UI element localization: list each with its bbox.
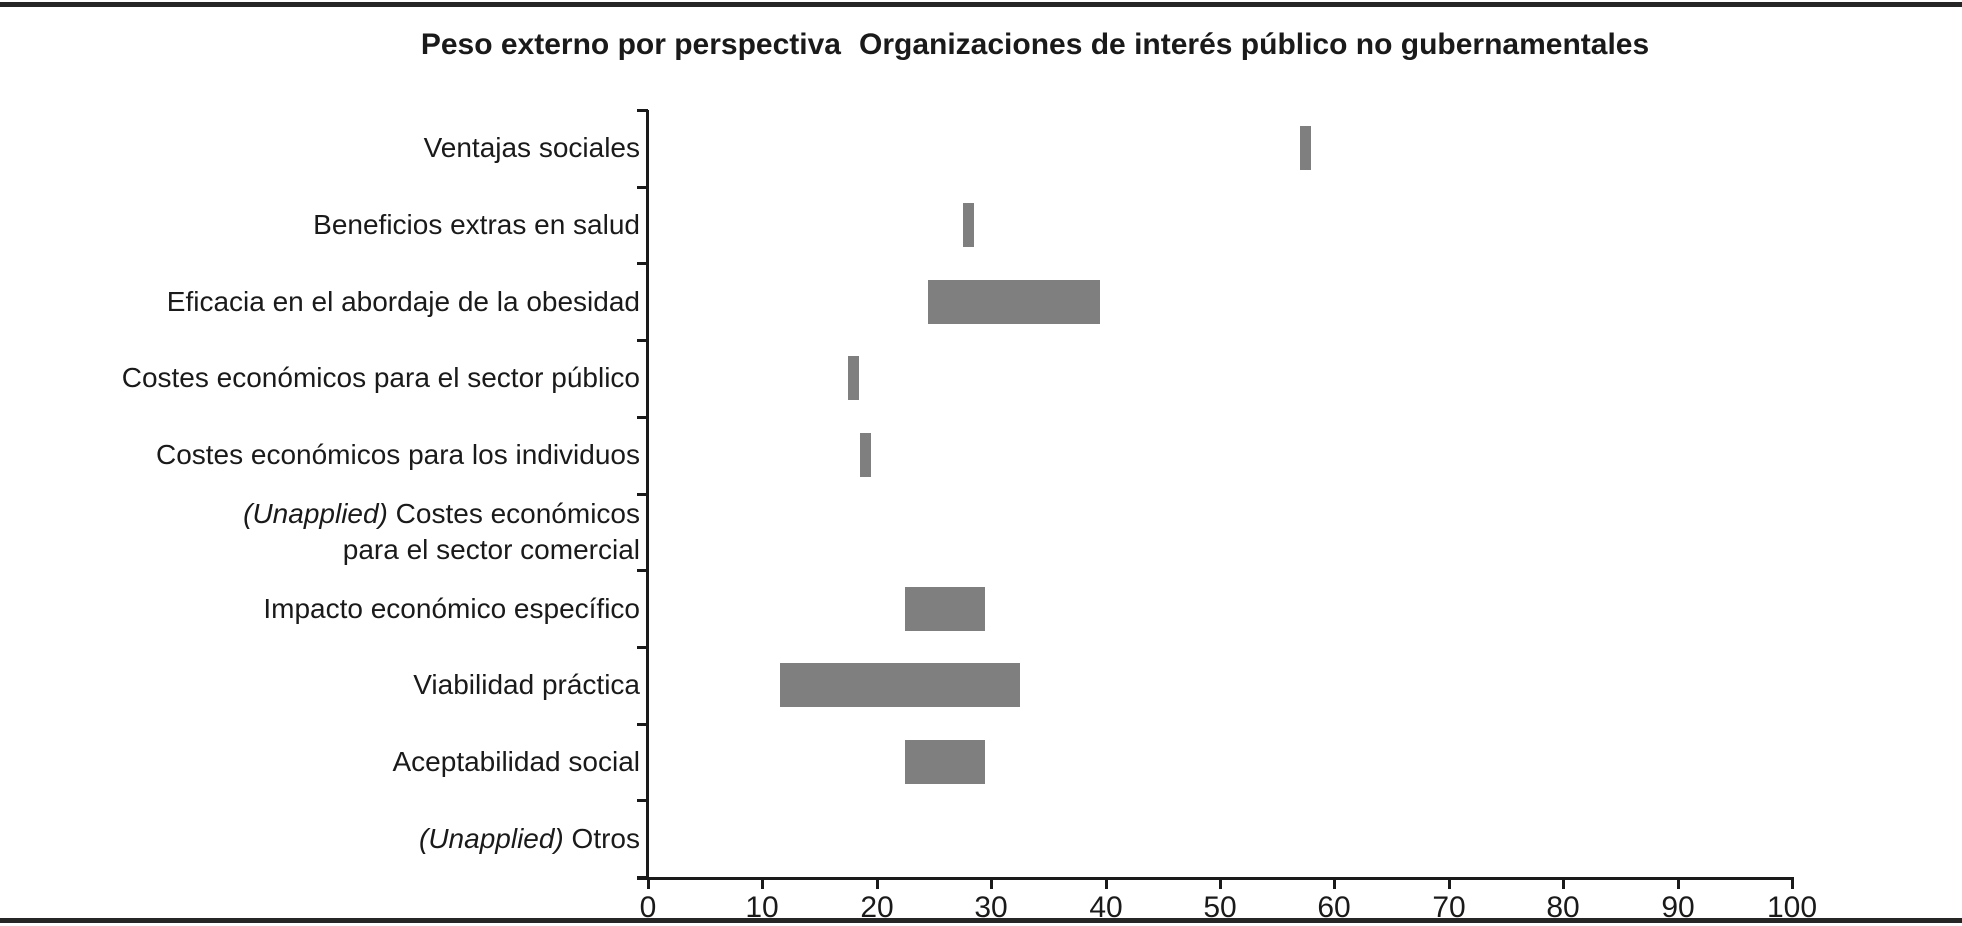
y-axis-tick	[637, 186, 648, 189]
category-label-line: Impacto económico específico	[263, 593, 640, 624]
x-axis-tick	[1677, 877, 1680, 889]
y-axis-tick	[637, 569, 648, 572]
category-label-line: Viabilidad práctica	[413, 669, 640, 700]
category-label: (Unapplied) Costes económicos para el sec…	[243, 496, 640, 568]
category-label-line: para el sector comercial	[342, 534, 640, 565]
y-axis-tick	[637, 262, 648, 265]
x-axis-tick	[876, 877, 879, 889]
category-label-line: (Unapplied) Otros	[419, 823, 640, 854]
x-axis-tick	[761, 877, 764, 889]
category-label: Impacto económico específico	[263, 591, 640, 627]
category-label-line: Costes económicos para los individuos	[155, 439, 640, 470]
y-axis-tick	[637, 109, 648, 112]
range-bar	[905, 740, 985, 784]
category-label: Eficacia en el abordaje de la obesidad	[167, 284, 640, 320]
x-axis-tick	[1219, 877, 1222, 889]
x-axis-tick	[647, 877, 650, 889]
category-label: Costes económicos para el sector público	[122, 360, 640, 396]
y-axis-tick	[637, 493, 648, 496]
x-axis-tick	[1448, 877, 1451, 889]
y-axis-tick	[637, 416, 648, 419]
y-axis-tick	[637, 876, 648, 879]
y-axis-tick	[637, 799, 648, 802]
range-bar	[848, 356, 859, 400]
x-axis-tick	[1791, 877, 1794, 889]
range-bar	[963, 203, 974, 247]
range-bar	[928, 280, 1100, 324]
chart-title: Peso externo por perspectiva Organizacion…	[421, 28, 1649, 62]
range-bar	[860, 433, 871, 477]
category-label: (Unapplied) Otros	[419, 821, 640, 857]
x-axis-line	[637, 877, 1794, 880]
bottom-rule	[0, 918, 1962, 923]
category-label-line: Aceptabilidad social	[392, 746, 641, 777]
chart-title-left: Peso externo por perspectiva	[420, 28, 841, 61]
range-bar	[905, 587, 985, 631]
unapplied-italic-text: (Unapplied)	[419, 823, 564, 854]
x-axis-tick	[1562, 877, 1565, 889]
range-bar	[780, 663, 1020, 707]
category-label: Ventajas sociales	[424, 130, 640, 166]
category-label-line: (Unapplied) Costes económicos	[243, 498, 640, 529]
y-axis-tick	[637, 723, 648, 726]
unapplied-italic-text: (Unapplied)	[243, 498, 388, 529]
range-bar	[1300, 126, 1311, 170]
chart-title-right: Organizaciones de interés público no gub…	[858, 28, 1650, 61]
top-rule	[0, 2, 1962, 7]
x-axis-tick	[990, 877, 993, 889]
x-axis-tick	[1105, 877, 1108, 889]
category-label-line: Eficacia en el abordaje de la obesidad	[166, 286, 640, 317]
category-label-line: Ventajas sociales	[423, 132, 640, 163]
category-label: Beneficios extras en salud	[313, 207, 640, 243]
y-axis-tick	[637, 339, 648, 342]
category-label: Aceptabilidad social	[393, 744, 641, 780]
y-axis-tick	[637, 646, 648, 649]
x-tick-label: 0	[639, 891, 657, 924]
category-label-line: Beneficios extras en salud	[313, 209, 640, 240]
category-label: Costes económicos para los individuos	[156, 437, 640, 473]
category-label: Viabilidad práctica	[413, 667, 640, 703]
x-axis-tick	[1333, 877, 1336, 889]
category-label-line: Costes económicos para el sector público	[121, 362, 640, 393]
